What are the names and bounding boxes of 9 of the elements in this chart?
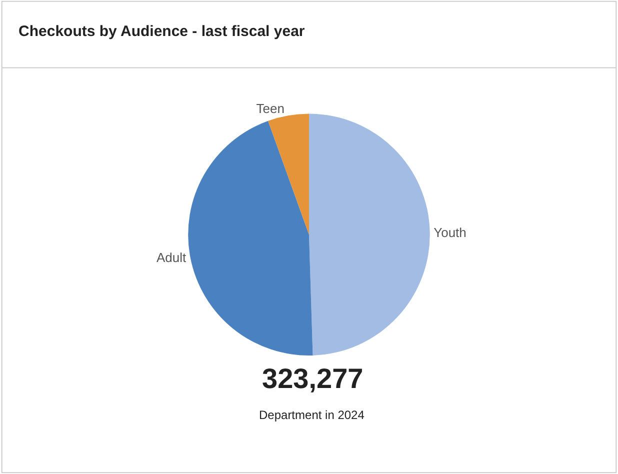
pie-slice bbox=[309, 114, 430, 356]
slice-label: Youth bbox=[434, 225, 466, 240]
slice-label: Adult bbox=[156, 250, 187, 266]
text: 323,277 bbox=[262, 363, 364, 394]
slice-label: Teen bbox=[256, 100, 284, 116]
pie-slice bbox=[268, 114, 309, 235]
text: Department in 2024 bbox=[259, 408, 365, 422]
pie-slice bbox=[188, 120, 313, 356]
chart-title: Checkouts by Audience - last fiscal year bbox=[18, 23, 305, 40]
